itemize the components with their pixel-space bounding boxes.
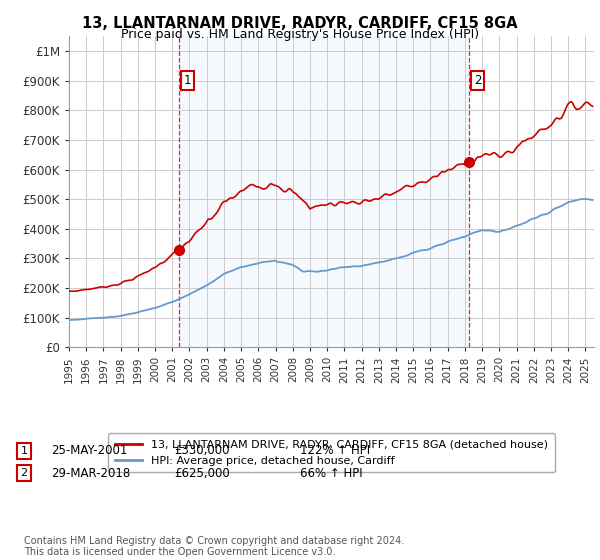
Text: 2: 2 <box>473 74 481 87</box>
Text: 66% ↑ HPI: 66% ↑ HPI <box>300 466 362 480</box>
Text: Price paid vs. HM Land Registry's House Price Index (HPI): Price paid vs. HM Land Registry's House … <box>121 28 479 41</box>
Text: 1: 1 <box>20 446 28 456</box>
Text: 122% ↑ HPI: 122% ↑ HPI <box>300 444 370 458</box>
Text: £625,000: £625,000 <box>174 466 230 480</box>
Text: 1: 1 <box>184 74 191 87</box>
Text: Contains HM Land Registry data © Crown copyright and database right 2024.
This d: Contains HM Land Registry data © Crown c… <box>24 535 404 557</box>
Legend: 13, LLANTARNAM DRIVE, RADYR, CARDIFF, CF15 8GA (detached house), HPI: Average pr: 13, LLANTARNAM DRIVE, RADYR, CARDIFF, CF… <box>108 433 555 472</box>
Text: 29-MAR-2018: 29-MAR-2018 <box>51 466 130 480</box>
Text: 13, LLANTARNAM DRIVE, RADYR, CARDIFF, CF15 8GA: 13, LLANTARNAM DRIVE, RADYR, CARDIFF, CF… <box>82 16 518 31</box>
Text: 2: 2 <box>20 468 28 478</box>
Text: 25-MAY-2001: 25-MAY-2001 <box>51 444 127 458</box>
Bar <box>179 36 469 347</box>
Text: £330,000: £330,000 <box>174 444 229 458</box>
